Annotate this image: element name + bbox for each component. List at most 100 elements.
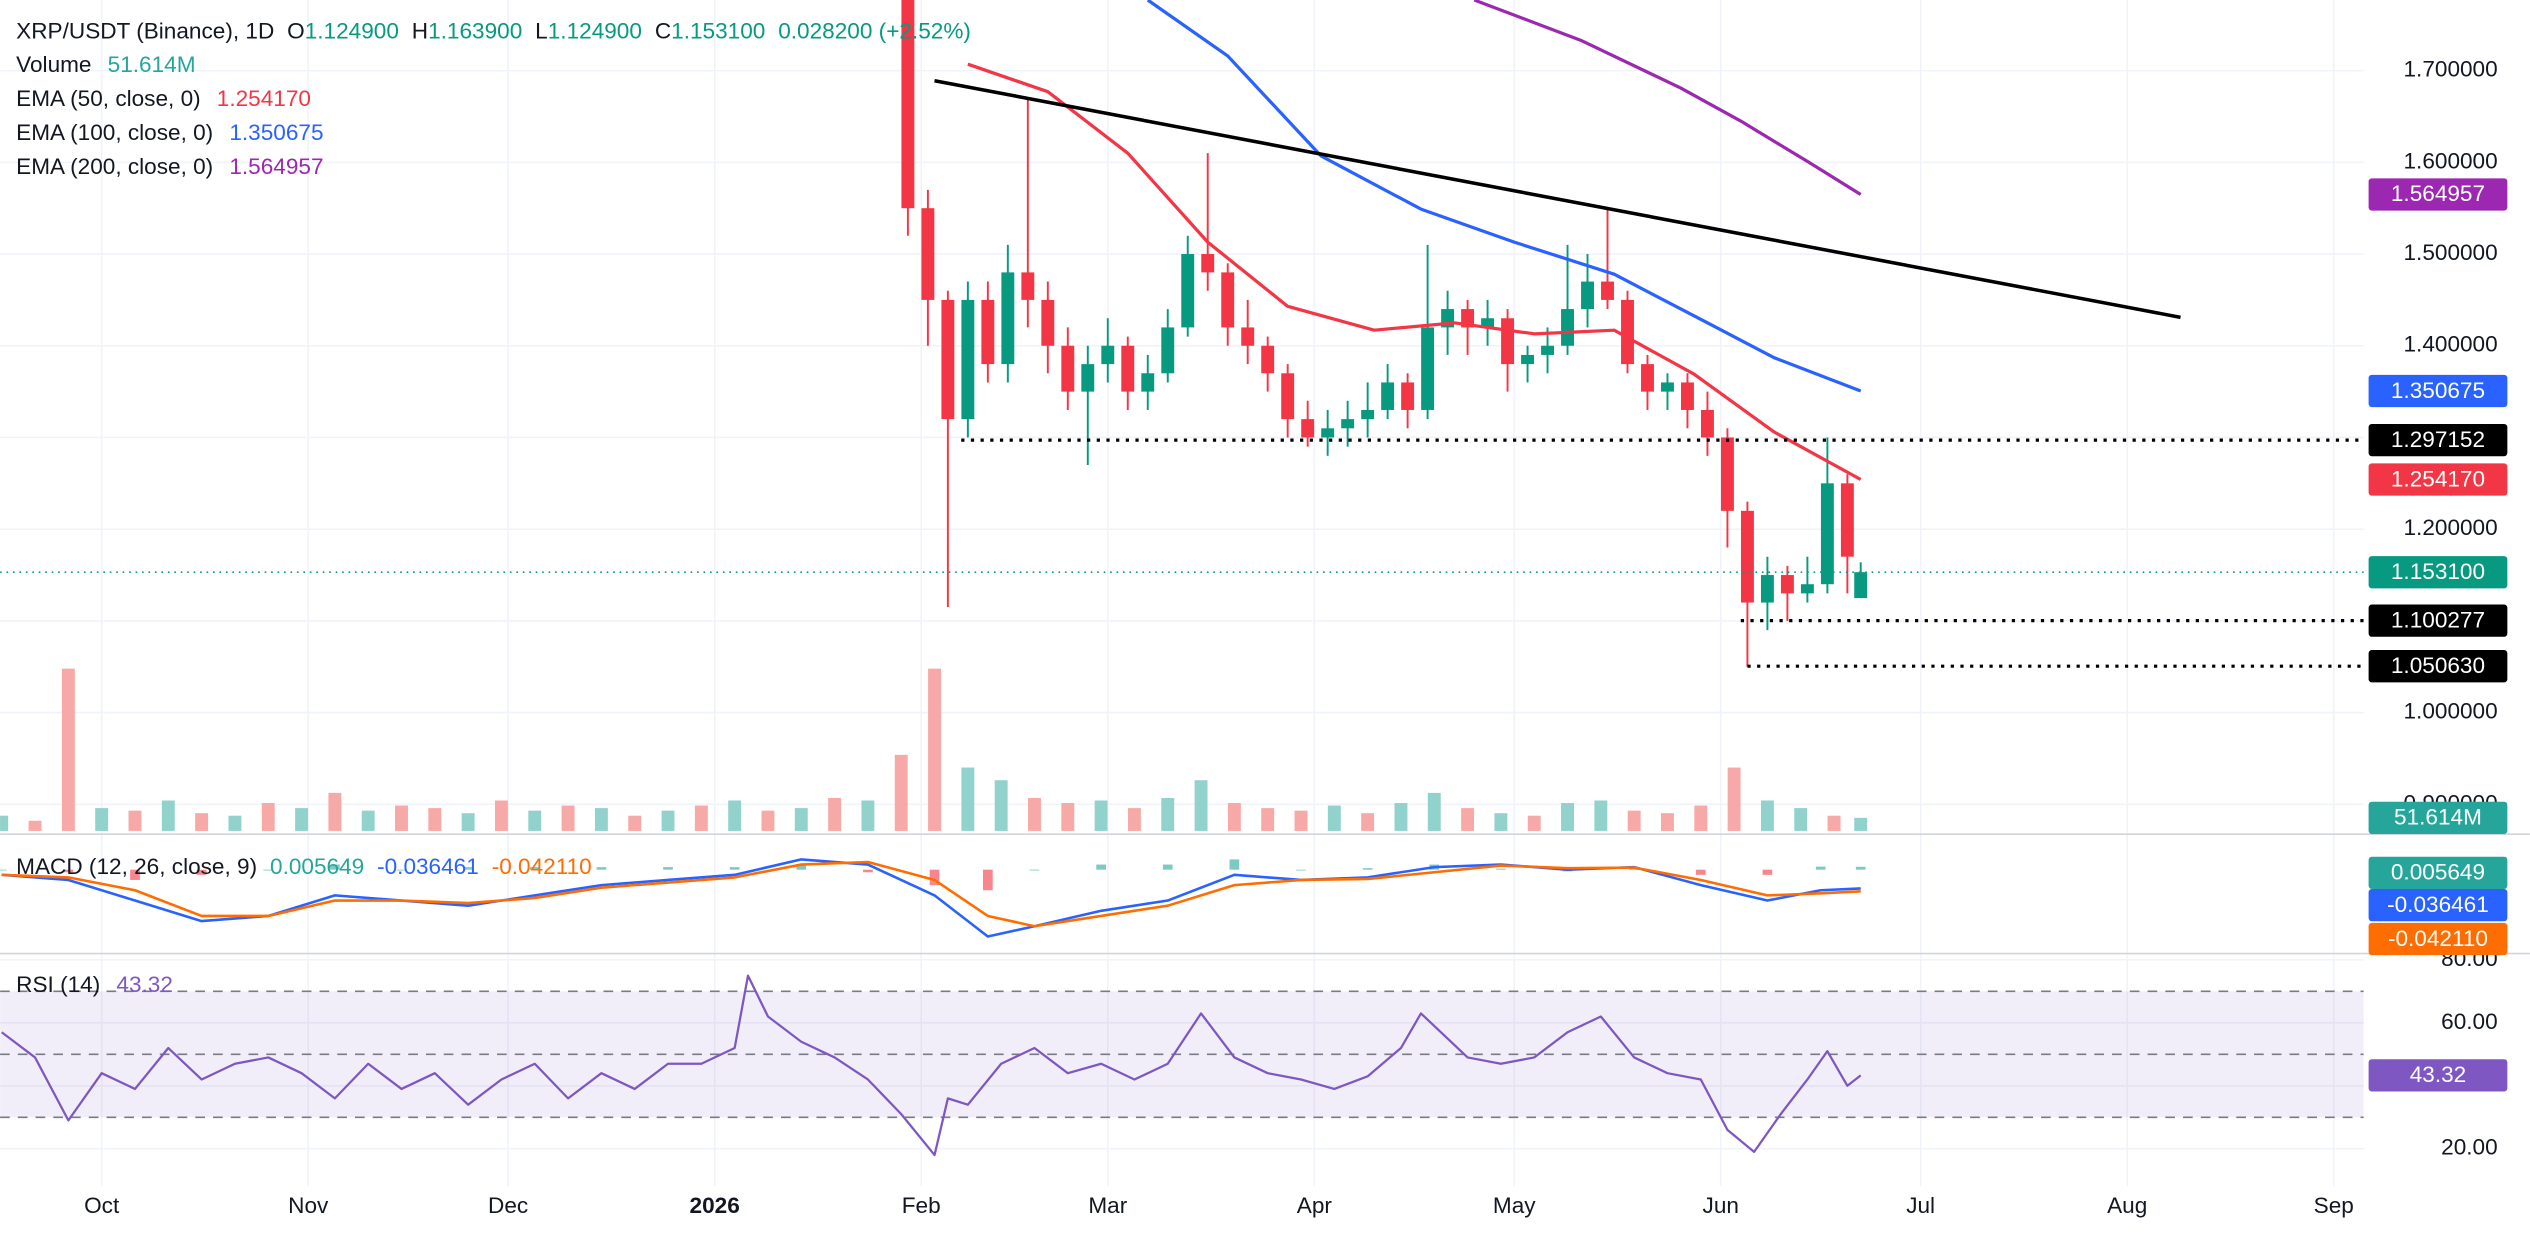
candle-body [1321,428,1335,438]
legend-text: O [287,18,305,43]
candle-body [1581,281,1594,310]
price-badge [2368,423,2508,457]
candle-body [901,0,915,209]
legend-row: EMA (50, close, 0) 1.254170 [16,86,311,111]
volume-bar [0,815,9,831]
macd-histogram-bar [396,869,407,871]
macd-histogram-bar [130,869,140,880]
candle-body [1301,419,1315,438]
axes: OctNovDec2026FebMarAprMayJunJulAugSep0.9… [84,57,2498,1218]
legend-text: 1.350675 [229,120,323,145]
x-tick-label: Aug [2107,1193,2147,1218]
price-badge [2368,801,2508,834]
legend-text: EMA (50, close, 0) [16,86,200,111]
price-badge [2368,889,2508,922]
y-tick-label: 1.200000 [2403,515,2497,540]
legend-text: H [412,18,428,43]
volume-bar [61,668,75,831]
candle-body [1521,354,1535,365]
macd-histogram-bar [863,869,873,873]
grid [0,0,2364,1186]
volume-bar [1161,797,1175,831]
volume-bar [295,808,309,831]
macd-histogram-bar [1815,866,1826,870]
macd-histogram-bar [1855,866,1866,870]
y-tick-label: 1.500000 [2403,240,2497,265]
legend-text: 1.124900 [305,18,399,43]
volume-bar [1794,808,1808,831]
rsi-line [1,974,1862,1157]
volume-bar [128,810,142,831]
macd-histogram-bar [263,869,274,871]
candle-body [1021,272,1035,300]
candle-body [1101,345,1115,365]
legend-text: 0.028200 (+2.52%) [778,18,971,43]
price-badge [2368,856,2508,890]
price-badge [2368,604,2508,637]
macd-histogram-bar [463,867,473,870]
candle-body [1740,510,1754,603]
candle-body [1261,345,1275,374]
volume-bar [694,805,708,831]
volume-bar [1827,815,1841,831]
price-badge-label: 1.254170 [2391,466,2485,491]
candle-body [1041,299,1055,346]
volume-bar [494,800,508,831]
legend-text: C [655,18,671,43]
volume-bar [994,780,1008,831]
candle-body [1121,345,1135,392]
volume-bar [1760,800,1774,831]
legend-text: EMA (100, close, 0) [16,120,213,145]
volume-bar [1727,767,1741,831]
price-badge [2368,374,2508,408]
candle-body [1401,382,1415,410]
price-badge [2368,922,2508,956]
volume-bar [894,754,908,831]
volume-bar [195,813,209,831]
volume-bar [761,810,775,831]
macd-histogram-bar [1362,868,1373,870]
x-tick-label: Apr [1297,1193,1333,1218]
candle-body [1141,373,1155,392]
price-badge [2368,178,2508,211]
candle-body [1421,327,1435,410]
x-tick-label: Jun [1703,1193,1739,1218]
rsi-pane [0,974,2364,1157]
price-badge-label: 0.005649 [2391,860,2485,885]
candle-body [1001,272,1015,365]
candle-body [1720,437,1734,511]
volume-bar [1094,800,1108,831]
volume-bar [1461,808,1475,831]
legend-row: XRP/USDT (Binance), 1D O1.124900 H1.163900… [16,18,971,43]
legend-text: 1.124900 [548,18,642,43]
volume-bar [1494,813,1508,831]
volume-bar [328,792,342,831]
candle-body [1081,364,1095,392]
macd-histogram-bar [529,867,540,870]
volume-bar [528,810,542,831]
signal-line [1,860,1861,928]
x-tick-label: Nov [288,1193,329,1218]
macd-histogram-bar [1096,864,1106,870]
macd-histogram-bar [1229,859,1240,870]
volume-bar [1194,780,1208,831]
y-tick-label: 1.000000 [2403,699,2497,724]
volume-bar [794,808,808,831]
candle-body [1661,382,1674,392]
legend-text: -0.042110 [492,854,592,879]
candle-body [1341,419,1355,429]
legend-row: EMA (100, close, 0) 1.350675 [16,120,323,145]
price-badge-label: 43.32 [2410,1062,2467,1087]
legend-text: 1.153100 [671,18,765,43]
y-tick-label: 1.700000 [2403,57,2497,82]
candle-body [1221,272,1235,328]
volume-bar [1394,803,1408,831]
macd-histogram-bar [796,864,807,870]
macd-histogram-bar [596,867,607,870]
volume-bar [561,805,575,831]
volume-bar [395,805,408,831]
x-tick-label: May [1493,1193,1536,1218]
candle-body [1641,364,1654,392]
